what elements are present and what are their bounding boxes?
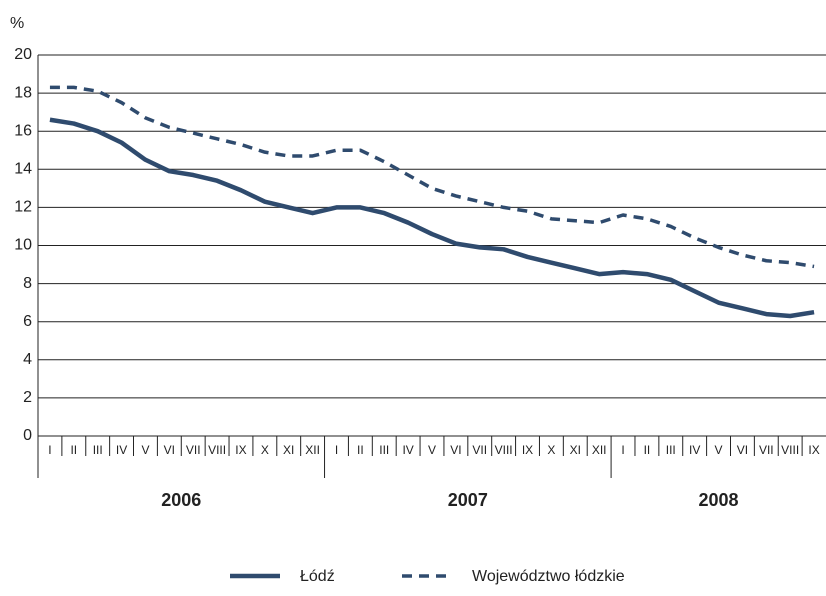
y-tick-label: 18 [14,84,32,101]
y-tick-label: 12 [14,199,32,216]
x-tick-label: XI [283,443,294,457]
x-tick-label: VII [472,443,487,457]
y-tick-label: 10 [14,237,32,254]
x-tick-label: III [93,443,103,457]
x-tick-label: I [335,443,338,457]
x-tick-label: V [141,443,149,457]
x-tick-label: IX [522,443,533,457]
y-tick-label: 6 [23,313,32,330]
x-tick-label: IX [235,443,246,457]
y-tick-label: 8 [23,275,32,292]
year-label: 2008 [699,490,739,510]
x-tick-label: I [621,443,624,457]
year-label: 2006 [161,490,201,510]
x-tick-label: III [379,443,389,457]
x-tick-label: VII [186,443,201,457]
x-tick-label: I [48,443,51,457]
x-tick-label: X [547,443,555,457]
x-tick-label: VI [737,443,748,457]
x-tick-label: II [70,443,77,457]
x-tick-label: IV [689,443,700,457]
y-tick-label: 16 [14,122,32,139]
x-tick-label: VII [759,443,774,457]
x-tick-label: VIII [208,443,226,457]
x-tick-label: IV [402,443,413,457]
y-tick-label: 0 [23,427,32,444]
y-axis-label: % [10,15,24,32]
x-tick-label: VIII [781,443,799,457]
y-tick-label: 20 [14,46,32,63]
x-tick-label: VI [450,443,461,457]
series-line [49,117,815,319]
x-tick-label: IV [116,443,127,457]
x-tick-label: X [261,443,269,457]
y-tick-label: 14 [14,161,32,178]
x-tick-label: XI [570,443,581,457]
y-tick-label: 2 [23,389,32,406]
x-tick-label: III [666,443,676,457]
series-line [49,85,815,269]
x-tick-label: VI [164,443,175,457]
legend-label: Województwo łódzkie [472,568,625,585]
x-tick-label: II [644,443,651,457]
x-tick-label: XII [305,443,320,457]
legend-label: Łódź [300,568,335,585]
x-tick-label: V [428,443,436,457]
x-tick-label: II [357,443,364,457]
x-tick-label: IX [808,443,819,457]
x-tick-label: V [715,443,723,457]
year-label: 2007 [448,490,488,510]
x-tick-label: XII [592,443,607,457]
x-tick-label: VIII [495,443,513,457]
y-tick-label: 4 [23,351,32,368]
